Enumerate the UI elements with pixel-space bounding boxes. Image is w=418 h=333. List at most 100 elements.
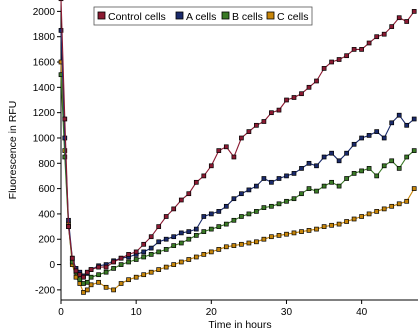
data-point: [321, 66, 327, 71]
data-point: [118, 262, 124, 267]
data-point: [103, 269, 109, 275]
legend-marker-a: [175, 11, 184, 20]
data-point: [133, 274, 139, 280]
data-point: [96, 264, 101, 270]
data-point: [374, 34, 380, 40]
data-point: [231, 243, 237, 248]
data-point: [284, 198, 289, 204]
data-point: [254, 122, 259, 128]
data-point: [411, 148, 417, 153]
data-point: [88, 282, 94, 288]
data-point: [231, 217, 237, 223]
data-point: [171, 243, 177, 248]
data-point: [156, 249, 162, 255]
data-point: [366, 166, 372, 171]
data-point: [246, 129, 252, 134]
data-point: [306, 186, 312, 191]
data-point: [148, 252, 154, 257]
data-point: [261, 119, 267, 124]
data-point: [178, 259, 184, 265]
data-point: [223, 221, 229, 227]
data-point: [133, 257, 139, 262]
data-point: [178, 197, 184, 203]
data-point: [239, 191, 244, 197]
y-tick-label: 2000: [33, 7, 56, 18]
data-point: [193, 179, 199, 185]
data-point: [329, 59, 334, 65]
data-point: [201, 173, 207, 179]
data-point: [276, 201, 282, 207]
data-point: [299, 166, 304, 171]
data-point: [374, 129, 380, 134]
data-point: [411, 186, 417, 191]
data-point: [77, 272, 83, 278]
legend-label-control: Control cells: [108, 11, 166, 23]
y-tick-label: 1400: [33, 83, 56, 94]
data-point: [321, 183, 327, 189]
data-point: [148, 245, 154, 251]
data-point: [276, 233, 282, 238]
data-point: [84, 279, 90, 285]
data-point: [216, 224, 222, 229]
data-point: [396, 15, 402, 21]
data-point: [291, 95, 297, 100]
data-point: [374, 209, 380, 214]
data-point: [351, 47, 357, 52]
x-tick-label: 30: [281, 307, 293, 318]
data-point: [208, 163, 214, 169]
data-point: [118, 281, 124, 286]
series-a-cells: [58, 28, 417, 279]
legend-box: [93, 6, 313, 26]
data-point: [366, 40, 372, 46]
data-point: [284, 231, 289, 237]
data-point: [133, 249, 139, 255]
data-point: [186, 229, 192, 234]
data-point: [156, 239, 162, 245]
data-point: [336, 221, 342, 227]
data-point: [163, 214, 169, 219]
data-point: [96, 272, 101, 278]
y-tick-label: 1600: [33, 58, 56, 69]
data-point: [351, 171, 357, 176]
data-point: [84, 287, 90, 293]
y-tick-label: 1800: [33, 32, 56, 43]
series-line: [60, 74, 415, 285]
legend: Control cells A cells B cells C cells: [93, 6, 313, 26]
y-tick-label: 0: [49, 260, 55, 271]
data-point: [201, 229, 207, 234]
x-tick-label: 20: [206, 307, 218, 318]
data-point: [193, 233, 199, 238]
data-point: [291, 171, 297, 176]
legend-label-a: A cells: [186, 11, 216, 23]
y-tick-label: 1200: [33, 108, 56, 119]
axis-ticks: -200020040060080010001200140016001800200…: [33, 7, 368, 318]
data-point: [126, 259, 131, 265]
legend-label-b: B cells: [232, 11, 263, 23]
data-point: [336, 158, 342, 164]
data-point: [299, 91, 304, 97]
data-point: [396, 166, 402, 171]
data-point: [156, 224, 162, 229]
data-point: [77, 277, 83, 283]
data-point: [126, 252, 131, 257]
data-point: [276, 107, 282, 113]
data-point: [404, 154, 410, 160]
data-point: [381, 163, 387, 169]
data-point: [411, 116, 417, 122]
data-point: [314, 163, 319, 169]
data-point: [186, 191, 192, 197]
data-point: [103, 264, 109, 270]
data-point: [81, 274, 86, 280]
data-point: [381, 206, 387, 212]
data-point: [81, 281, 86, 286]
y-tick-label: 1000: [33, 133, 56, 144]
data-point: [216, 148, 222, 153]
series-line: [60, 30, 415, 277]
data-point: [246, 211, 252, 217]
data-point: [126, 277, 131, 283]
data-point: [359, 47, 364, 52]
series-layer: [58, 0, 417, 295]
data-point: [208, 211, 214, 217]
data-point: [404, 19, 410, 24]
